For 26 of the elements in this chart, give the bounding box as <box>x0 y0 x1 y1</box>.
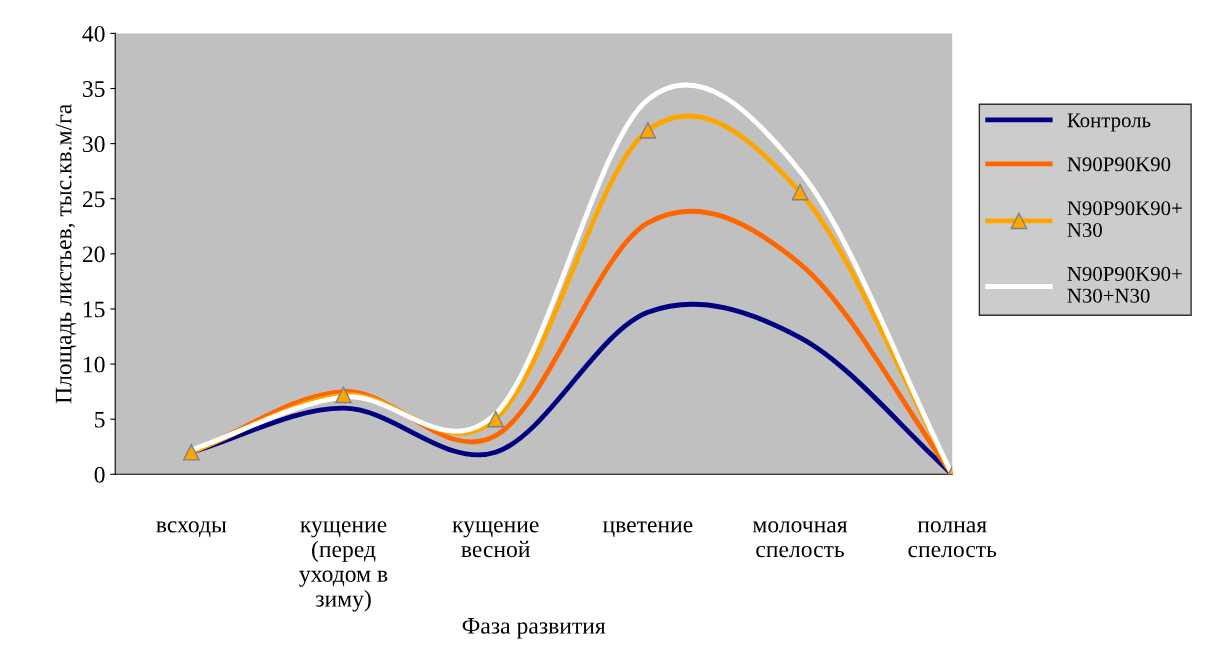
x-tick-label: всходы <box>156 521 227 537</box>
point <box>791 183 809 201</box>
legend-label: N90P90K90 <box>1067 157 1171 172</box>
y-tick-label: 5 <box>95 411 105 428</box>
x-tick-label: молочная спелость <box>752 521 848 558</box>
point <box>182 443 200 461</box>
point <box>335 386 352 404</box>
x-tick-label: цветение <box>602 521 693 537</box>
legend-label: N90P90K90+ N30+N30 <box>1067 266 1182 303</box>
y-tick-label: 25 <box>82 191 105 208</box>
y-tick-label: 15 <box>83 301 105 318</box>
y-axis-title: Площадь листьев, тыс.кв.м/га <box>55 104 77 404</box>
point <box>487 410 505 428</box>
legend-label: N90P90K90+ N30 <box>1067 201 1182 238</box>
x-tick-label: кущение весной <box>452 521 539 558</box>
point <box>639 122 657 139</box>
y-tick-label: 10 <box>83 356 105 373</box>
legend-label: Контроль <box>1067 113 1151 132</box>
y-tick-label: 35 <box>83 81 105 97</box>
y-tick-label: 30 <box>83 136 105 153</box>
x-tick-label: полная спелость <box>908 521 997 558</box>
x-axis-title: Фаза развития <box>462 618 606 639</box>
y-tick-label: 40 <box>82 25 105 42</box>
y-tick-label: 0 <box>94 466 105 483</box>
y-tick-label: 20 <box>82 246 105 263</box>
x-tick-label: кущение (перед уходом в зиму) <box>299 521 388 612</box>
